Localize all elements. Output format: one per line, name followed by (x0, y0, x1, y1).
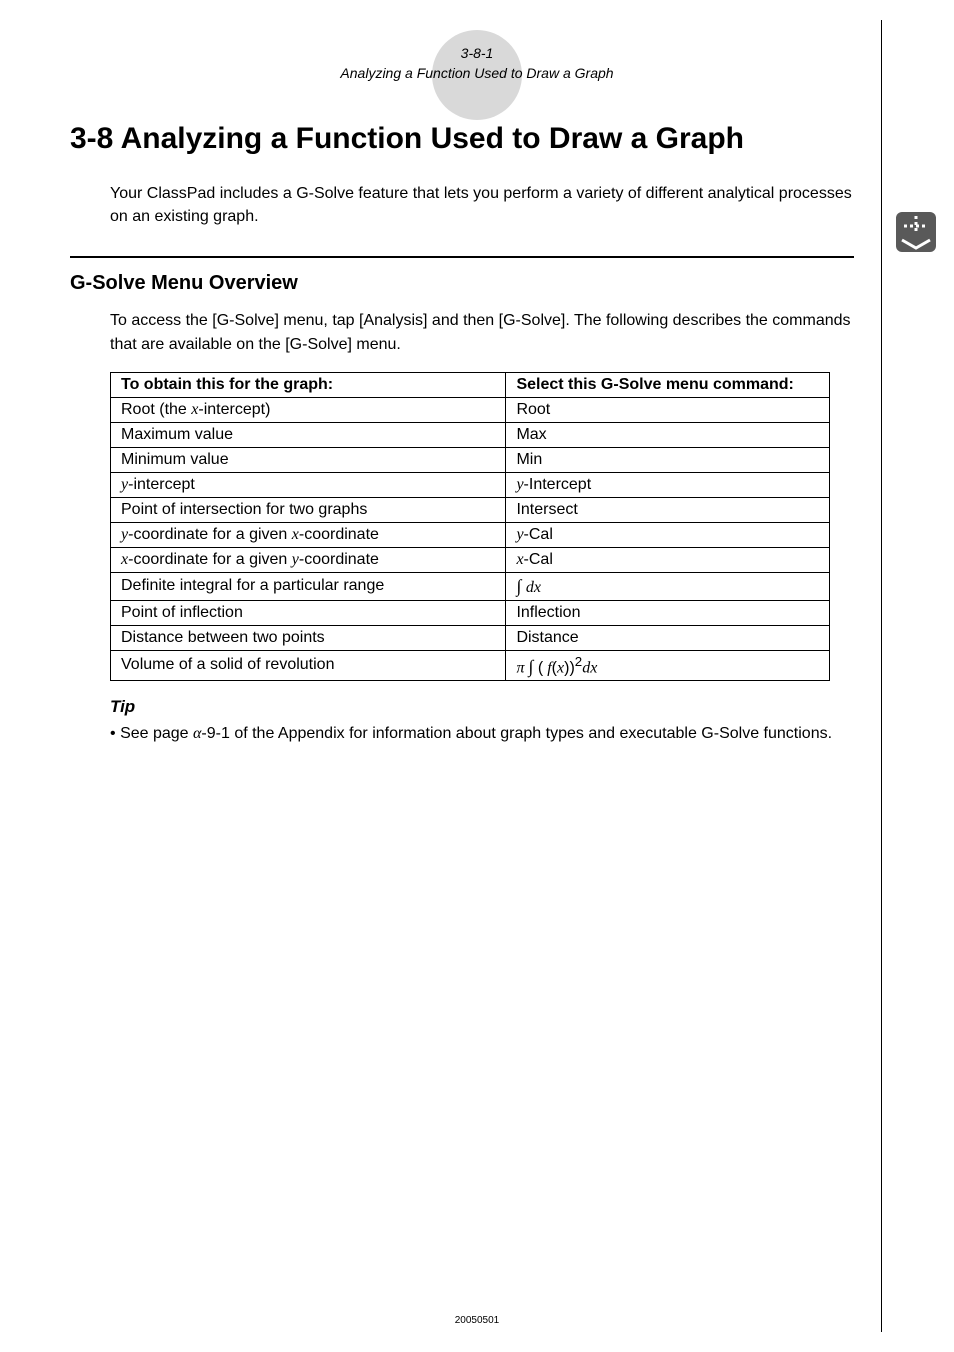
table-cell-left: Definite integral for a particular range (111, 572, 506, 600)
table-cell-left: y-intercept (111, 472, 506, 497)
volume-formula: ( f(x)) (538, 659, 575, 676)
integral-symbol: ∫ (528, 656, 537, 676)
table-header-row: To obtain this for the graph: Select thi… (111, 372, 830, 397)
integral-symbol: ∫ (516, 576, 525, 596)
section-paragraph: To access the [G-Solve] menu, tap [Analy… (110, 309, 854, 355)
tip-text: • See page α-9-1 of the Appendix for inf… (110, 723, 854, 745)
table-cell-left: y-coordinate for a given x-coordinate (111, 522, 506, 547)
table-row: Volume of a solid of revolution π ∫ ( f(… (111, 650, 830, 680)
table-header-left: To obtain this for the graph: (111, 372, 506, 397)
section-rule (70, 256, 854, 258)
table-row: Point of intersection for two graphs Int… (111, 497, 830, 522)
table-cell-right: x-Cal (506, 547, 830, 572)
table-row: Root (the x-intercept) Root (111, 397, 830, 422)
table-header-right: Select this G-Solve menu command: (506, 372, 830, 397)
table-cell-right: Min (506, 447, 830, 472)
table-cell-left: Volume of a solid of revolution (111, 650, 506, 680)
table-cell-right: Intersect (506, 497, 830, 522)
intro-paragraph: Your ClassPad includes a G-Solve feature… (110, 182, 854, 228)
table-cell-left: Root (the x-intercept) (111, 397, 506, 422)
dx-symbol: dx (582, 659, 597, 676)
table-row: Point of inflection Inflection (111, 600, 830, 625)
table-row: y-coordinate for a given x-coordinate y-… (111, 522, 830, 547)
bullet: • (110, 725, 116, 742)
tip-heading: Tip (110, 697, 854, 717)
page-number: 3-8-1 (461, 45, 494, 61)
table-cell-right: Root (506, 397, 830, 422)
table-cell-left: x-coordinate for a given y-coordinate (111, 547, 506, 572)
gsolve-table: To obtain this for the graph: Select thi… (110, 372, 830, 681)
table-cell-left: Maximum value (111, 422, 506, 447)
page-right-rule (881, 20, 882, 1332)
table-row: x-coordinate for a given y-coordinate x-… (111, 547, 830, 572)
table-cell-left: Minimum value (111, 447, 506, 472)
table-cell-right: π ∫ ( f(x))2dx (506, 650, 830, 680)
table-row: y-intercept y-Intercept (111, 472, 830, 497)
table-cell-right: Distance (506, 625, 830, 650)
table-cell-right: Inflection (506, 600, 830, 625)
table-cell-right: Max (506, 422, 830, 447)
table-row: Distance between two points Distance (111, 625, 830, 650)
table-row: Minimum value Min (111, 447, 830, 472)
table-row: Maximum value Max (111, 422, 830, 447)
footer-code: 20050501 (0, 1315, 954, 1326)
running-head: 3-8-1 Analyzing a Function Used to Draw … (0, 44, 954, 83)
table-cell-right: y-Intercept (506, 472, 830, 497)
page-content: 3-8 Analyzing a Function Used to Draw a … (70, 122, 854, 745)
pi-symbol: π (516, 659, 528, 676)
table-cell-right: ∫ dx (506, 572, 830, 600)
table-row: Definite integral for a particular range… (111, 572, 830, 600)
main-heading: 3-8 Analyzing a Function Used to Draw a … (70, 122, 854, 156)
table-cell-left: Distance between two points (111, 625, 506, 650)
calculator-icon (894, 210, 938, 254)
table-cell-left: Point of intersection for two graphs (111, 497, 506, 522)
table-cell-right: y-Cal (506, 522, 830, 547)
section-heading: G-Solve Menu Overview (70, 272, 854, 295)
table-cell-left: Point of inflection (111, 600, 506, 625)
page-subtitle: Analyzing a Function Used to Draw a Grap… (340, 65, 613, 81)
